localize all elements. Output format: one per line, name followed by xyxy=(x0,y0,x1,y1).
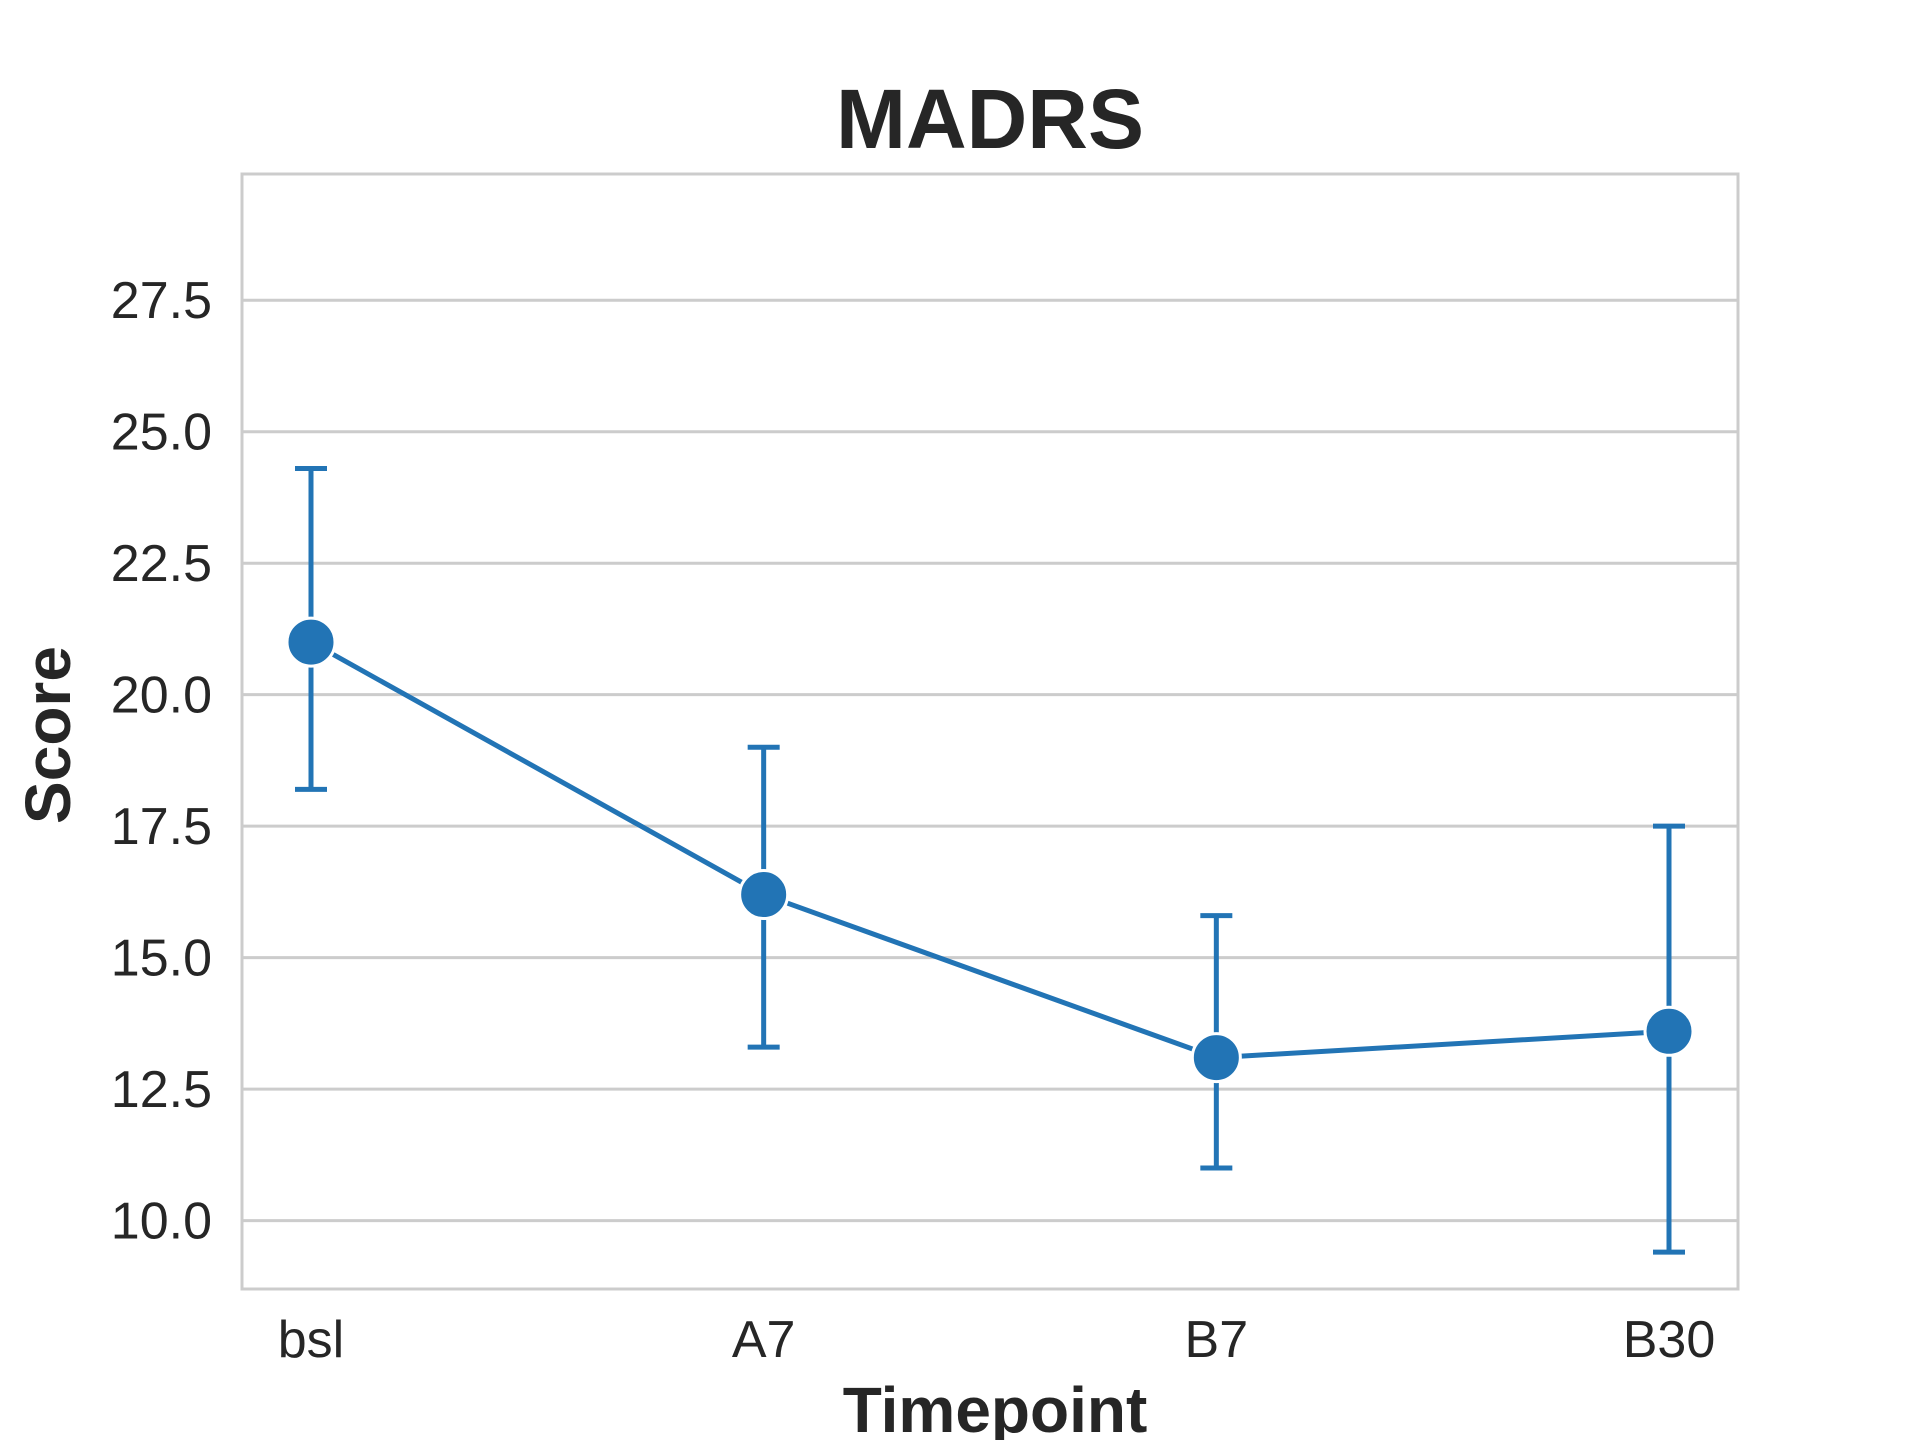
y-tick-label: 15.0 xyxy=(111,930,212,988)
x-tick-label: B30 xyxy=(1623,1311,1716,1369)
y-axis-label: Score xyxy=(12,646,84,824)
data-point xyxy=(285,616,337,668)
y-tick-label: 20.0 xyxy=(111,667,212,725)
x-tick-label: B7 xyxy=(1185,1311,1249,1369)
x-tick-labels: bsl A7 B7 B30 xyxy=(278,1311,1716,1369)
y-tick-label: 17.5 xyxy=(111,798,212,856)
plot-frame xyxy=(240,172,1740,1291)
x-axis-label: Timepoint xyxy=(843,1374,1148,1440)
y-tick-label: 27.5 xyxy=(111,272,212,330)
y-tick-label: 12.5 xyxy=(111,1061,212,1119)
y-tick-labels: 10.0 12.5 15.0 17.5 20.0 22.5 25.0 27.5 xyxy=(111,272,212,1250)
data-point xyxy=(1643,1005,1695,1057)
x-tick-label: bsl xyxy=(278,1311,344,1369)
x-tick-label: A7 xyxy=(732,1311,796,1369)
series-group xyxy=(285,466,1695,1255)
grid-lines xyxy=(242,298,1738,1223)
data-point xyxy=(1190,1032,1242,1084)
y-tick-label: 10.0 xyxy=(111,1193,212,1251)
data-point xyxy=(738,869,790,921)
y-tick-label: 22.5 xyxy=(111,535,212,593)
chart-title: MADRS xyxy=(836,72,1144,166)
y-tick-label: 25.0 xyxy=(111,404,212,462)
series-line xyxy=(309,639,1670,1061)
